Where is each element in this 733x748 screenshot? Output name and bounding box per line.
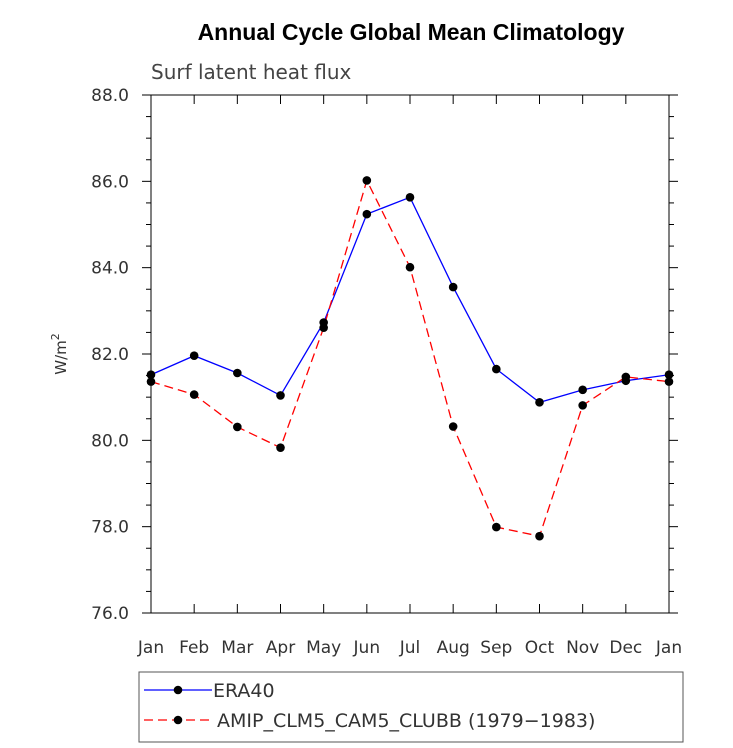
y-axis-labels: 76.0 78.0 80.0 82.0 84.0 86.0 88.0: [91, 86, 129, 624]
data-point-era40: [362, 209, 372, 219]
x-tick-label: Sep: [480, 638, 512, 658]
data-point-amip: [233, 422, 242, 432]
y-axis-label-superscript: 2: [49, 333, 62, 340]
plot-border: [150, 94, 670, 614]
data-point-amip: [319, 323, 328, 332]
chart-subtitle: Surf latent heat flux: [151, 60, 352, 84]
plot-area: [150, 94, 670, 614]
y-tick-label: 86.0: [91, 172, 129, 192]
data-point-amip: [535, 531, 544, 541]
x-tick-label: Jan: [137, 638, 164, 658]
data-point-amip: [146, 377, 156, 386]
x-tick-label: Jun: [353, 638, 381, 658]
data-point-era40: [146, 370, 156, 380]
series-layer: [146, 176, 674, 541]
data-point-era40: [664, 370, 674, 380]
legend-label-era40: ERA40: [213, 680, 275, 702]
data-point-amip: [276, 443, 285, 452]
y-tick-label: 88.0: [91, 86, 129, 106]
data-point-era40: [233, 368, 242, 378]
y-tick-label: 84.0: [91, 259, 129, 279]
x-tick-label: Nov: [566, 638, 599, 658]
data-point-era40: [276, 391, 285, 400]
x-tick-label: Aug: [437, 638, 470, 658]
x-tick-label: Oct: [525, 638, 555, 658]
legend-marker-amip: [173, 715, 183, 725]
data-point-era40: [189, 351, 199, 361]
y-axis-label: W/m2: [49, 333, 70, 375]
data-point-amip: [664, 377, 674, 386]
data-point-amip: [405, 262, 415, 272]
x-tick-label: Dec: [609, 638, 642, 658]
x-tick-label: Jan: [655, 638, 682, 658]
y-tick-label: 80.0: [91, 431, 129, 451]
legend-box: [138, 671, 684, 743]
y-tick-label: 82.0: [91, 345, 129, 365]
y-tick-label: 76.0: [91, 604, 129, 624]
data-point-amip: [492, 522, 501, 532]
series-line-era40: [150, 196, 670, 404]
x-axis-labels: Jan Feb Mar Apr May Jun Jul Aug Sep Oct Nov Dec Jan: [137, 638, 682, 658]
data-point-era40: [405, 193, 415, 202]
axis-ticks: [142, 94, 678, 614]
legend-label-amip: AMIP_CLM5_CAM5_CLUBB (1979−1983): [217, 710, 595, 732]
y-axis-label-unit: W/m: [52, 340, 70, 375]
data-point-amip: [578, 401, 587, 410]
data-point-era40: [535, 398, 544, 407]
y-tick-label: 78.0: [91, 518, 129, 538]
legend: ERA40 AMIP_CLM5_CAM5_CLUBB (1979−1983): [138, 671, 684, 743]
x-tick-label: Jul: [399, 638, 421, 658]
legend-marker-era40: [173, 685, 183, 695]
data-point-amip: [362, 176, 372, 185]
data-point-era40: [578, 385, 587, 395]
series-line-amip: [150, 178, 670, 537]
data-point-era40: [492, 364, 501, 374]
data-point-amip: [448, 422, 458, 431]
chart-title: Annual Cycle Global Mean Climatology: [198, 19, 625, 45]
x-tick-label: Apr: [266, 638, 295, 658]
data-point-amip: [189, 390, 199, 399]
data-point-era40: [448, 282, 458, 292]
x-tick-label: Mar: [221, 638, 253, 658]
x-tick-label: Feb: [179, 638, 209, 658]
data-point-amip: [621, 372, 631, 382]
x-tick-label: May: [306, 638, 341, 658]
